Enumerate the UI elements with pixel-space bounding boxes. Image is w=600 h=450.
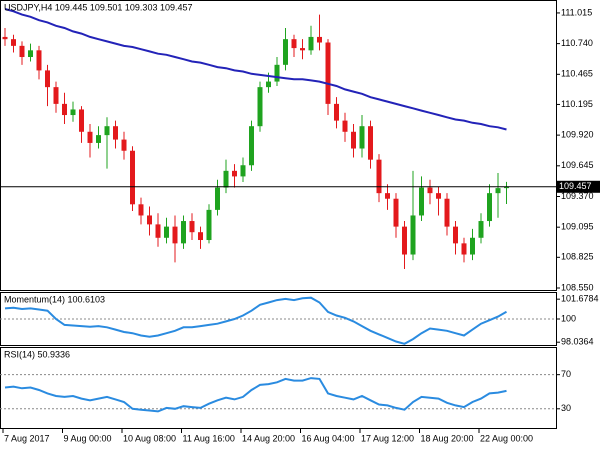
candle-body [53,87,59,104]
candle-body [70,109,76,116]
candle-body [325,42,331,104]
candle-body [334,103,339,121]
candle-body [359,126,365,149]
candle-body [436,193,441,199]
x-tick-label: 22 Aug 00:00 [480,433,533,443]
candle-body [130,150,135,205]
candle-body [368,126,373,160]
candle-body [36,50,42,71]
candle-body [223,170,229,188]
candle-body [11,39,16,46]
candle-body [198,232,203,241]
candle-body [317,36,322,43]
candle-body [79,109,84,132]
indicator-line [4,8,507,131]
candle-body [376,159,382,194]
y-tick-label: 101.6784 [561,294,599,304]
candle-body [240,165,246,177]
candle-body [249,126,254,166]
y-tick-label: 70 [561,369,571,379]
x-tick-label: 18 Aug 20:00 [421,433,474,443]
candle-body [504,186,509,189]
candle-body [402,226,407,255]
panel-title: USDJPY,H4 109.445 109.501 109.303 109.45… [4,2,193,12]
y-tick-label: 109.370 [561,191,594,201]
y-tick-label: 110.740 [561,38,593,48]
candle-body [206,209,212,241]
candle-body [104,126,110,136]
candle-body [172,226,178,244]
panel-frame [0,347,557,429]
x-tick-label: 9 Aug 00:00 [64,433,112,443]
x-tick-label: 10 Aug 08:00 [123,433,176,443]
candle-body [147,215,152,225]
candle-body [189,221,195,233]
candle-body [495,188,501,194]
candle-body [461,243,467,255]
candle-body [393,198,399,227]
candle-body [342,120,348,132]
y-tick-label: 30 [561,403,571,413]
panel-title: Momentum(14) 100.6103 [4,294,105,304]
candle-body [45,70,50,88]
candle-body [308,36,314,51]
candle-body [291,39,297,49]
price-label: 109.457 [559,181,592,191]
panel-frame [0,0,557,291]
panel-title: RSI(14) 50.9336 [4,349,70,359]
candle-body [419,187,424,216]
candle-body [113,126,118,140]
y-tick-label: 110.195 [561,99,593,109]
candle-body [427,187,433,194]
candle-body [138,204,144,216]
candle-body [232,170,237,177]
y-tick-label: 108.825 [561,252,594,262]
candle-body [274,64,280,82]
indicator-line [4,296,507,345]
candle-body [96,135,101,143]
x-tick-label: 11 Aug 16:00 [183,433,235,443]
candle-body [487,193,492,222]
x-tick-label: 14 Aug 20:00 [242,433,295,443]
candle-body [385,193,390,199]
indicator-line [4,377,507,413]
candle-body [478,221,484,238]
candle-body [444,198,450,227]
candle-body [300,48,305,51]
x-tick-label: 17 Aug 12:00 [361,433,414,443]
candle-body [19,45,25,58]
candle-body [2,36,8,40]
y-tick-label: 98.0364 [561,337,594,347]
y-tick-label: 111.015 [561,7,592,17]
y-tick-label: 100 [561,313,576,323]
y-tick-label: 108.550 [561,282,594,292]
y-tick-label: 109.095 [561,222,594,232]
candle-body [181,221,186,244]
candle-body [155,224,161,238]
candle-body [351,131,356,149]
candle-body [87,131,93,143]
candle-body [266,81,271,88]
candle-body [28,50,33,58]
x-tick-label: 7 Aug 2017 [4,433,50,443]
candle-body [283,39,288,65]
candle-body [257,87,263,127]
price-label-box [556,180,600,193]
x-tick-label: 16 Aug 04:00 [302,433,355,443]
candle-body [164,226,169,238]
candle-body [470,237,475,255]
candle-body [410,215,416,255]
y-tick-label: 110.465 [561,69,593,79]
candle-body [121,139,127,151]
y-tick-label: 109.645 [561,160,594,170]
candle-body [62,103,67,116]
y-tick-label: 109.920 [561,129,594,139]
candle-body [215,187,220,210]
candle-body [453,226,458,244]
